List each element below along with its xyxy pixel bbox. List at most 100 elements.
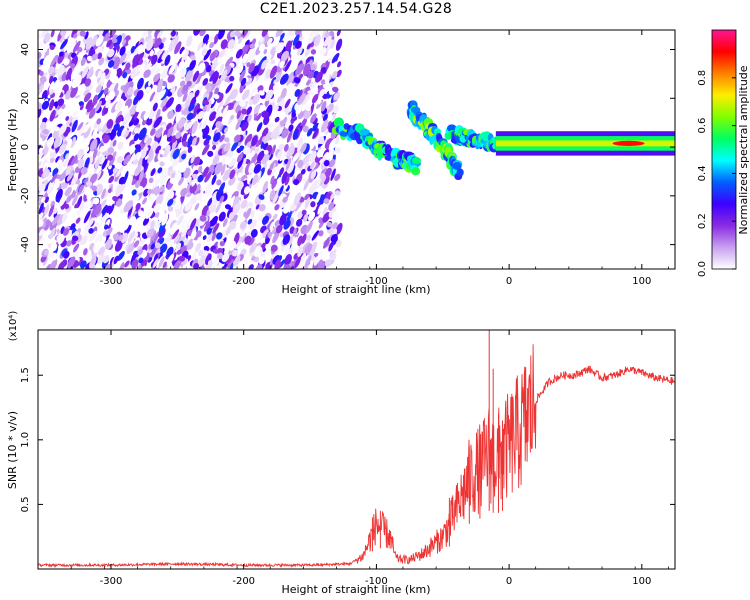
heatmap-cell [250,87,258,97]
heatmap-cell [333,92,341,101]
heatmap-cell [301,99,310,112]
heatmap-cell [70,223,76,230]
heatmap-cell [121,39,127,46]
heatmap-cell [212,144,217,150]
heatmap-cell [219,240,225,247]
heatmap-cell [145,207,154,219]
heatmap-cell [214,87,219,96]
heatmap-cell [86,55,94,62]
heatmap-cell [253,104,261,114]
heatmap-cell [137,107,144,116]
heatmap-band-core [495,140,675,147]
heatmap-cell [79,201,87,214]
heatmap-cell [40,84,44,91]
heatmap-cell [287,234,294,247]
heatmap-cell [256,111,263,122]
heatmap-cell [186,112,194,121]
x-tick-label: -200 [232,276,255,287]
heatmap-cell [186,241,194,251]
heatmap-cell [131,253,137,261]
heatmap-cell [335,147,341,154]
heatmap-cell [54,79,60,89]
heatmap-cell [167,190,175,200]
heatmap-cell [191,251,197,263]
heatmap-cell [182,141,189,147]
heatmap-cell [147,188,152,195]
heatmap-cell [244,39,250,47]
heatmap-cell [316,99,324,109]
heatmap-cell [175,111,182,123]
heatmap-cell [71,74,82,87]
heatmap-cell [131,189,137,196]
heatmap-cell [65,153,70,159]
heatmap-cell [232,196,240,209]
heatmap-cell [275,74,281,83]
heatmap-cell [307,34,314,45]
heatmap-cell [161,37,166,43]
heatmap-cell [38,221,44,229]
heatmap-feature [612,140,645,147]
heatmap-cell [157,57,162,63]
heatmap-cell [278,32,285,43]
x-tick-label: -300 [100,576,123,587]
heatmap-cell [59,138,66,151]
heatmap-cell [284,59,292,72]
heatmap-cell [134,165,142,177]
heatmap-cell [151,247,157,256]
heatmap-cell [133,133,140,142]
heatmap-cell [301,209,307,216]
heatmap-cell [320,100,327,112]
heatmap-cell [251,135,258,147]
heatmap-cell [310,64,317,71]
heatmap-cell [247,218,253,225]
heatmap-cell [259,37,264,43]
heatmap-cell [227,151,233,158]
heatmap-cell [249,49,255,59]
heatmap-cell [279,232,284,238]
heatmap-cell [117,250,125,261]
heatmap-cell [71,176,77,187]
heatmap-cell [197,137,205,151]
heatmap-cell [301,252,307,262]
heatmap-cell [123,219,130,231]
heatmap-cell [48,75,54,84]
heatmap-cell [39,228,44,236]
heatmap-cell [411,167,421,176]
heatmap-cell [278,143,285,151]
heatmap-cell [297,211,303,219]
heatmap-cell [164,54,171,66]
heatmap-cell [288,103,295,112]
heatmap-cell [95,183,103,193]
heatmap-cell [285,157,292,171]
heatmap-cell [249,43,255,49]
heatmap-cell [235,49,243,59]
heatmap-cell [294,169,301,178]
heatmap-cell [107,194,115,203]
heatmap-cell [304,255,312,268]
heatmap-cell [279,73,289,85]
heatmap-cell [176,242,182,250]
heatmap-cell [91,185,98,192]
heatmap-cell [335,38,343,51]
heatmap-cell [77,158,84,169]
heatmap-cell [237,209,243,216]
heatmap-cell [219,49,226,59]
heatmap-cell [81,66,89,79]
heatmap-cell [150,168,156,177]
heatmap-cell [234,219,241,231]
heatmap-cell [105,205,112,214]
heatmap-cell [171,139,178,150]
heatmap-cell [241,108,248,115]
heatmap-cell [39,76,47,83]
heatmap-cell [123,170,129,185]
heatmap-cell [118,262,125,269]
heatmap-cell [194,203,200,211]
heatmap-cell [48,99,55,111]
heatmap-cell [246,62,251,68]
heatmap-cell [243,186,251,195]
heatmap-cell [146,137,152,147]
heatmap-cell [50,242,58,252]
heatmap-cell [113,255,119,265]
heatmap-cell [89,230,98,242]
heatmap-cell [332,222,338,229]
